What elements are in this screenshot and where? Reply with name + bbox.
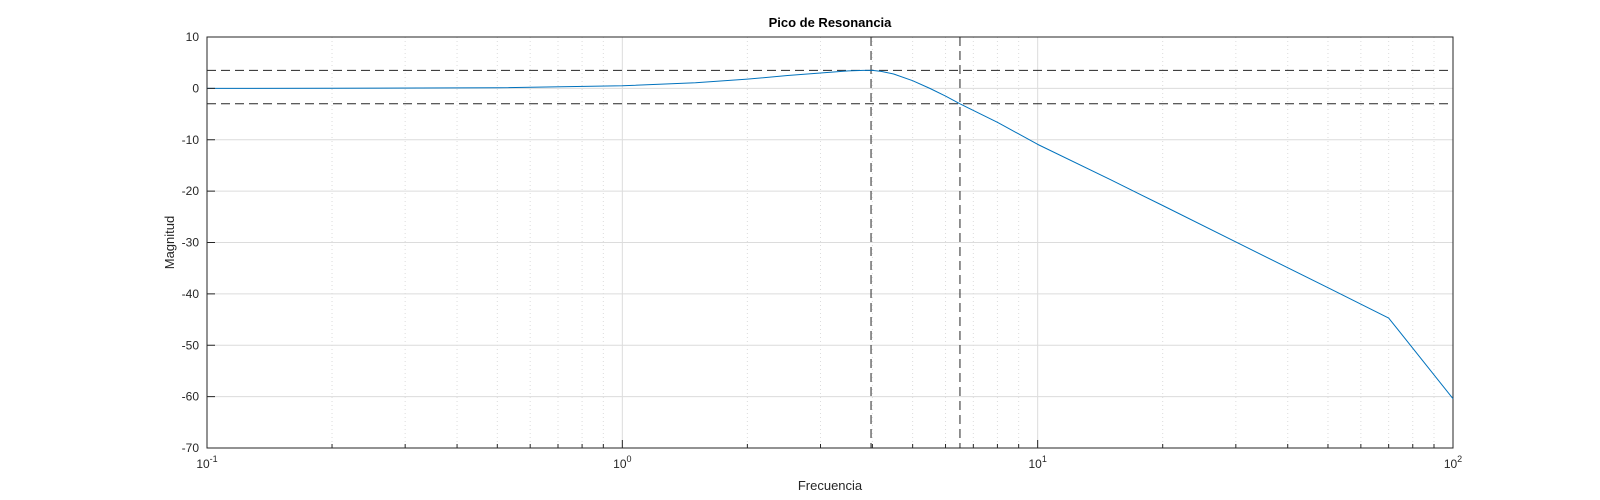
y-tick-label: 10 xyxy=(186,30,200,44)
y-tick-label: -60 xyxy=(182,390,200,404)
tick-marks xyxy=(206,36,1454,449)
y-tick-label: 0 xyxy=(192,81,199,95)
y-tick-label: -40 xyxy=(182,287,200,301)
series-line xyxy=(206,69,1454,399)
y-tick-label: -20 xyxy=(182,184,200,198)
x-axis-label: Frecuencia xyxy=(798,478,863,493)
x-tick-label: 102 xyxy=(1444,454,1462,471)
grid xyxy=(206,36,1454,449)
y-tick-label: -10 xyxy=(182,133,200,147)
series-layer xyxy=(206,69,1454,399)
x-tick-label: 101 xyxy=(1028,454,1046,471)
y-tick-label: -70 xyxy=(182,441,200,455)
reference-lines xyxy=(207,37,1453,448)
x-tick-label: 10-1 xyxy=(196,454,217,471)
x-tick-label: 100 xyxy=(613,454,631,471)
chart-title: Pico de Resonancia xyxy=(769,15,893,30)
y-tick-label: -50 xyxy=(182,338,200,352)
y-axis-label: Magnitud xyxy=(162,216,177,269)
y-tick-label: -30 xyxy=(182,236,200,250)
